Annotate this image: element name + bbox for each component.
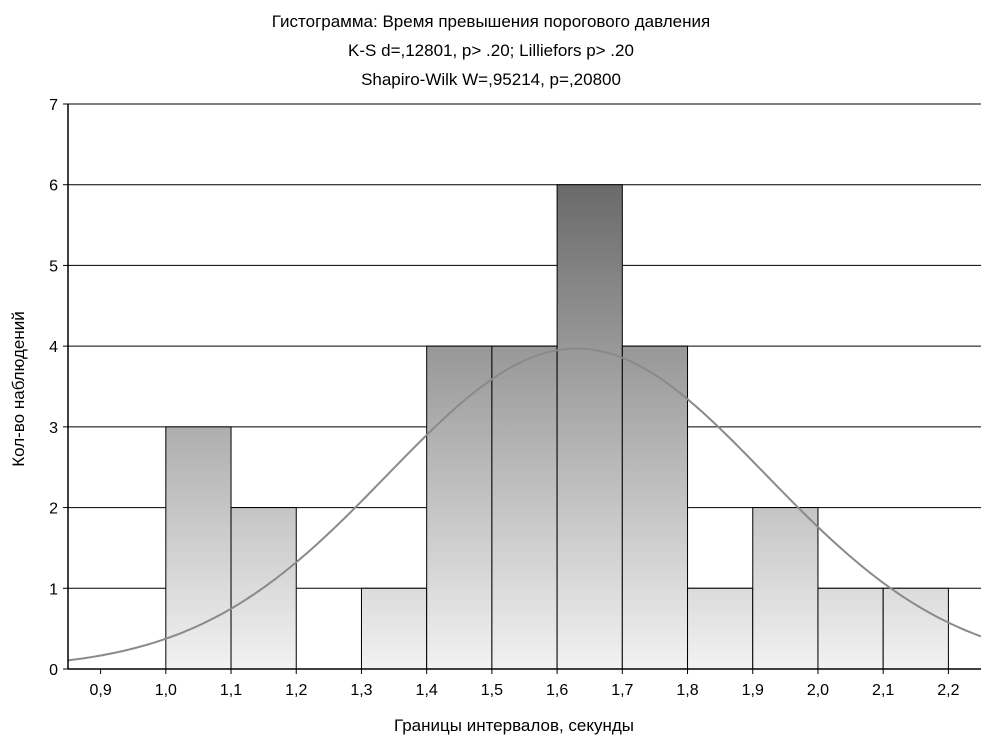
x-tick-label: 2,1	[872, 682, 894, 699]
histogram-bar	[817, 587, 884, 670]
x-tick-label: 1,4	[416, 682, 438, 699]
chart-title-line-1: Гистограмма: Время превышения порогового…	[272, 12, 710, 31]
normal-curve	[67, 347, 982, 662]
y-tick-label: 0	[49, 662, 58, 679]
chart-title-line-2: K-S d=,12801, p> .20; Lilliefors p> .20	[348, 41, 634, 60]
x-tick-label: 0,9	[89, 682, 111, 699]
histogram-bar	[687, 587, 754, 670]
x-tick-label: 1,8	[676, 682, 698, 699]
x-tick-label: 1,9	[742, 682, 764, 699]
y-axis-label: Кол-во наблюдений	[9, 311, 28, 466]
bars-layer	[165, 184, 949, 670]
x-tick-label: 2,2	[937, 682, 959, 699]
histogram-bar	[556, 184, 623, 670]
chart-title-line-3: Shapiro-Wilk W=,95214, p=,20800	[361, 70, 621, 89]
histogram-bar	[360, 587, 428, 670]
y-tick-label: 4	[49, 339, 58, 356]
histogram-bar	[165, 426, 232, 670]
histogram-bar	[752, 507, 819, 670]
y-tick-label: 5	[49, 258, 58, 275]
x-tick-label: 1,2	[285, 682, 307, 699]
curve-layer	[67, 347, 982, 662]
x-tick-label: 1,7	[611, 682, 633, 699]
y-tick-label: 6	[49, 178, 58, 195]
ticks-layer: 0 1 2 3 4 5 6 7 0,9 1,0 1,1 1,2 1,3 1,4 1,5 1,6 1,7 1,8 1,…	[49, 97, 960, 699]
y-tick-label: 1	[49, 581, 58, 598]
frame-layer	[67, 104, 981, 670]
x-tick-label: 1,1	[220, 682, 242, 699]
y-tick-label: 7	[49, 97, 58, 114]
y-tick-label: 3	[49, 420, 58, 437]
x-tick-label: 1,6	[546, 682, 568, 699]
y-tick-label: 2	[49, 501, 58, 518]
x-tick-label: 1,3	[350, 682, 372, 699]
x-axis-label: Границы интервалов, секунды	[394, 716, 634, 735]
histogram-bar	[491, 345, 558, 670]
histogram-bar	[621, 345, 689, 670]
histogram-bar	[426, 345, 493, 670]
histogram-bar	[882, 587, 949, 670]
x-tick-label: 1,5	[481, 682, 503, 699]
x-tick-label: 2,0	[807, 682, 829, 699]
x-tick-label: 1,0	[155, 682, 177, 699]
